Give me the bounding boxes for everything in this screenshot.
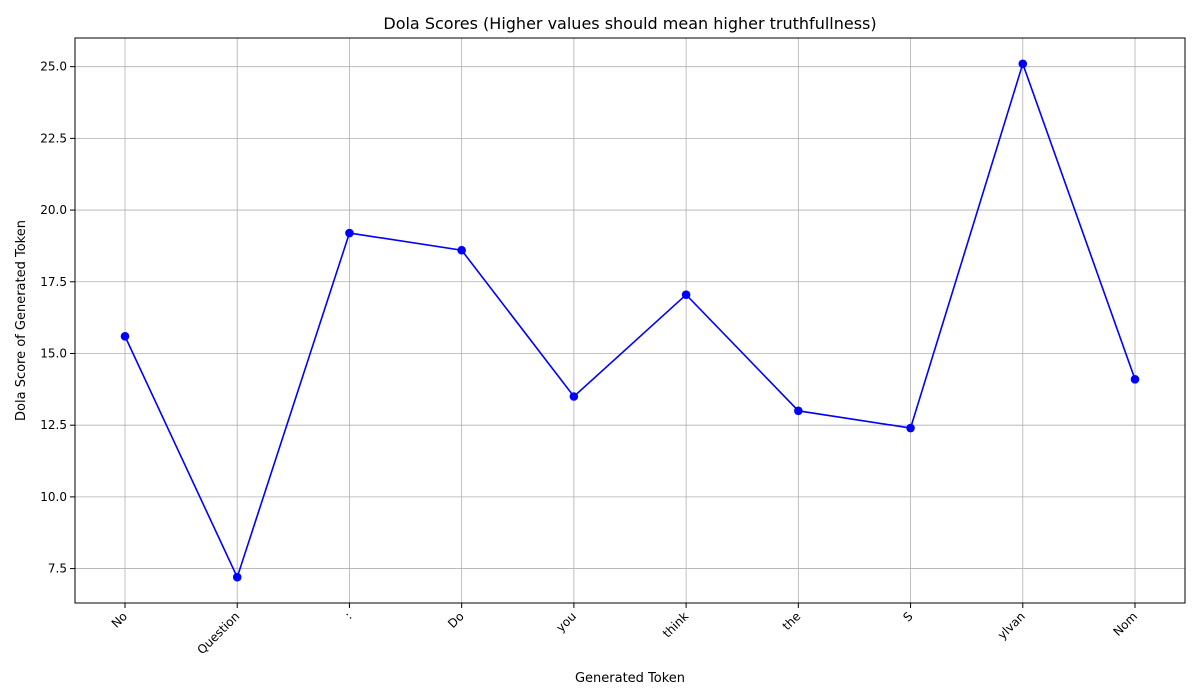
y-tick-label: 25.0 <box>40 60 67 74</box>
x-tick-label: think <box>660 609 691 640</box>
y-tick-label: 15.0 <box>40 346 67 360</box>
y-axis-label: Dola Score of Generated Token <box>14 220 29 421</box>
y-tick-label: 7.5 <box>48 562 67 576</box>
data-point <box>457 245 466 255</box>
data-point <box>906 423 915 433</box>
data-point <box>569 392 579 401</box>
data-point <box>232 572 242 582</box>
x-tick-label: Question <box>194 609 242 657</box>
data-point <box>1018 59 1028 69</box>
grid-layer <box>75 38 1185 603</box>
series-line <box>124 61 1136 580</box>
data-point <box>120 331 130 341</box>
y-tick-label: 12.5 <box>40 418 67 432</box>
x-tick-label: ylvan <box>995 609 1028 642</box>
x-axis-label: Generated Token <box>575 671 685 686</box>
data-point <box>345 228 354 238</box>
x-tick-label: No <box>109 609 130 630</box>
series-layer <box>120 59 1140 582</box>
y-tick-label: 10.0 <box>40 490 67 504</box>
x-tick-label: Nom <box>1110 609 1140 639</box>
y-tick-label: 17.5 <box>40 275 67 289</box>
plot-frame <box>74 37 1186 604</box>
x-tick-label: S <box>900 609 915 624</box>
data-point <box>794 406 803 416</box>
chart-title: Dola Scores (Higher values should mean h… <box>383 14 876 33</box>
data-point <box>1130 374 1140 384</box>
y-tick-label: 20.0 <box>40 203 67 217</box>
x-tick-label: : <box>342 609 355 622</box>
data-point <box>681 290 691 299</box>
x-tick-label: Do <box>445 609 467 631</box>
y-tick-label: 22.5 <box>40 131 67 145</box>
x-tick-label: the <box>780 609 804 633</box>
x-tick-label: you <box>554 609 580 635</box>
